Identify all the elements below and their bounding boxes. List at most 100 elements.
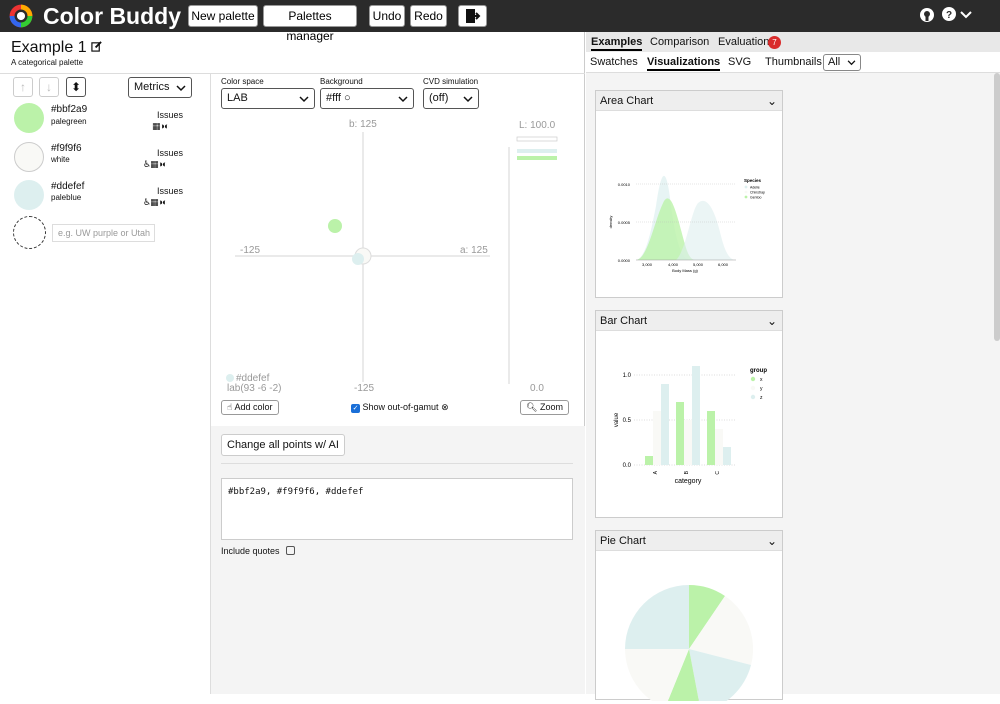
divider: [221, 463, 573, 464]
scrollbar[interactable]: [994, 73, 1000, 341]
l-bottom-label: 0.0: [530, 383, 544, 394]
hover-swatch: [226, 374, 234, 382]
chevron-down-icon[interactable]: [960, 11, 972, 19]
sort-button[interactable]: ⬍: [66, 77, 86, 97]
tab-comparison[interactable]: Comparison: [650, 36, 710, 48]
move-down-button[interactable]: ↓: [39, 77, 59, 97]
card-header[interactable]: Pie Chart ⌄: [596, 531, 782, 551]
color-hex[interactable]: #ddefef: [51, 181, 85, 192]
white-l-bar[interactable]: [516, 136, 558, 142]
legend-item: Adelie: [750, 186, 760, 190]
legend-item: Gentoo: [750, 196, 762, 200]
legend-item: y: [760, 386, 763, 392]
bar-chart-thumbnail: 1.0 0.5 0.0 A B C category value group x…: [614, 366, 767, 485]
card-title: Bar Chart: [600, 315, 648, 327]
color-buddy-logo-icon: [9, 4, 33, 28]
hand-icon: ☝: [227, 402, 233, 412]
include-quotes-toggle[interactable]: Include quotes: [221, 546, 296, 556]
include-quotes-label: Include quotes: [221, 546, 280, 556]
undo-button[interactable]: Undo: [369, 5, 405, 27]
color-swatch[interactable]: [14, 103, 44, 133]
add-color-circle[interactable]: [13, 216, 46, 249]
palette-subtitle: A categorical palette: [11, 58, 84, 67]
metrics-dropdown[interactable]: Metrics: [128, 77, 192, 98]
color-hex[interactable]: #bbf2a9: [51, 104, 88, 115]
pie-slice: [666, 649, 700, 704]
checkbox-icon[interactable]: [286, 546, 296, 555]
chevron-down-icon: [176, 85, 186, 92]
bar: [715, 429, 723, 465]
issue-icons[interactable]: ♿▦◑◐: [143, 197, 167, 207]
help-icon[interactable]: ?: [942, 7, 956, 21]
legend-title: Species: [744, 178, 762, 183]
palette-title-text: Example 1: [11, 39, 87, 56]
legend-swatch: [750, 394, 756, 400]
issues-label: Issues: [157, 148, 184, 158]
sub-tabs-bar: [586, 52, 1000, 72]
move-up-button[interactable]: ↑: [13, 77, 33, 97]
change-all-ai-button[interactable]: Change all points w/ AI: [221, 434, 345, 456]
issues-label: Issues: [157, 186, 184, 196]
show-gamut-toggle[interactable]: ✓ Show out-of-gamut ⊗: [351, 402, 449, 413]
tab-svg[interactable]: SVG: [728, 56, 752, 68]
chevron-down-icon[interactable]: ⌄: [766, 534, 777, 548]
color-swatch[interactable]: [14, 180, 44, 210]
thumbnails-select[interactable]: All: [823, 54, 861, 71]
color-swatch[interactable]: [14, 142, 44, 172]
tab-swatches[interactable]: Swatches: [590, 56, 638, 68]
checkbox-checked-icon[interactable]: ✓: [351, 404, 360, 413]
paleblue-l-bar[interactable]: [517, 149, 557, 153]
cvd-select[interactable]: (off): [423, 88, 479, 109]
color-name: paleblue: [51, 193, 82, 202]
bar: [692, 366, 700, 465]
tab-examples[interactable]: Examples: [591, 36, 643, 51]
export-button[interactable]: [458, 5, 487, 27]
paleblue-point[interactable]: [352, 253, 364, 265]
legend-item: z: [760, 395, 763, 401]
new-palette-button[interactable]: New palette: [188, 5, 258, 27]
add-color-label: Add color: [234, 402, 273, 412]
y-tick: 1.0: [623, 373, 632, 379]
cvd-label: CVD simulation: [423, 77, 479, 86]
add-color-input[interactable]: e.g. UW purple or Utah: [52, 224, 155, 242]
x-tick: A: [653, 470, 659, 474]
chevron-down-icon[interactable]: ⌄: [766, 314, 777, 328]
search-icon: 🔍︎: [526, 402, 538, 412]
card-header[interactable]: Bar Chart ⌄: [596, 311, 782, 331]
github-icon[interactable]: [919, 7, 935, 23]
area-chart-card: Area Chart ⌄ 0.0010 0.0005 0.0000 3,000 4…: [595, 90, 783, 298]
card-header[interactable]: Area Chart ⌄: [596, 91, 782, 111]
zoom-button[interactable]: 🔍︎ Zoom: [520, 400, 569, 415]
palette-title[interactable]: Example 1: [11, 39, 102, 57]
legend-item: x: [760, 377, 763, 383]
legend-swatch: [750, 385, 756, 391]
add-color-button[interactable]: ☝ Add color: [221, 400, 279, 415]
edit-icon[interactable]: [91, 41, 102, 52]
legend-swatch: [744, 185, 748, 189]
background-select[interactable]: #fff ○: [320, 88, 414, 109]
legend-swatch: [744, 195, 748, 199]
color-hex[interactable]: #f9f9f6: [51, 143, 82, 154]
tab-visualizations[interactable]: Visualizations: [647, 56, 721, 71]
palette-text-area[interactable]: #bbf2a9, #f9f9f6, #ddefef: [221, 478, 573, 540]
x-tick: 4,000: [668, 262, 679, 267]
chevron-down-icon[interactable]: ⌄: [766, 94, 777, 108]
divider: [586, 72, 1000, 73]
y-tick: 0.0010: [618, 182, 631, 187]
y-tick: 0.5: [623, 418, 632, 424]
palegreen-point[interactable]: [328, 219, 342, 233]
y-tick: 0.0: [623, 463, 632, 469]
svg-text:?: ?: [946, 10, 952, 21]
palegreen-l-bar[interactable]: [517, 156, 557, 160]
palettes-manager-button[interactable]: Palettes manager: [263, 5, 357, 43]
color-space-plot[interactable]: [215, 112, 575, 417]
b-top-label: b: 125: [349, 119, 377, 130]
ai-area: [211, 426, 585, 694]
left-panel: [0, 32, 585, 694]
color-space-select[interactable]: LAB: [221, 88, 315, 109]
pie-chart-card: Pie Chart ⌄: [595, 530, 783, 704]
issue-icons[interactable]: ♿▦◑◐: [143, 159, 167, 169]
tab-evaluation[interactable]: Evaluation: [718, 36, 770, 48]
issue-icons[interactable]: ▦◑◐: [152, 121, 169, 131]
redo-button[interactable]: Redo: [410, 5, 447, 27]
